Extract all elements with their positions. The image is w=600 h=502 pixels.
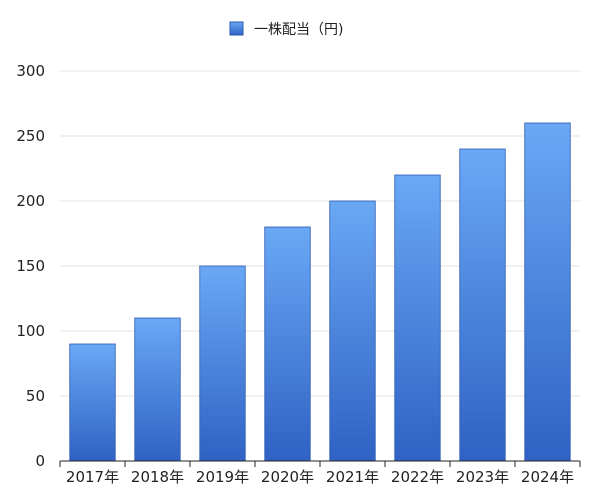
- bars: [69, 122, 571, 462]
- x-tick-label: 2019年: [196, 468, 249, 486]
- y-tick-label: 250: [16, 127, 45, 145]
- y-tick-label: 200: [16, 192, 45, 210]
- y-tick-label: 300: [16, 62, 45, 80]
- bar: [459, 148, 506, 462]
- y-tick-label: 0: [35, 452, 45, 470]
- y-tick-label: 50: [26, 387, 45, 405]
- legend-swatch: [229, 21, 244, 36]
- bar: [69, 343, 116, 462]
- x-tick-label: 2017年: [66, 468, 119, 486]
- bar: [199, 265, 246, 462]
- x-tick-label: 2021年: [326, 468, 379, 486]
- x-tick-label: 2020年: [261, 468, 314, 486]
- y-axis-ticks: 0 50 100 150 200 250 300: [16, 62, 45, 470]
- bar: [394, 174, 441, 462]
- x-tick-label: 2022年: [391, 468, 444, 486]
- bar: [524, 122, 571, 462]
- axes: [59, 460, 581, 467]
- x-tick-label: 2018年: [131, 468, 184, 486]
- bar: [264, 226, 311, 462]
- y-tick-label: 100: [16, 322, 45, 340]
- y-tick-label: 150: [16, 257, 45, 275]
- bar: [134, 317, 181, 462]
- x-axis-ticks: 2017年 2018年 2019年 2020年 2021年 2022年 2023年 2024年: [66, 468, 574, 486]
- x-tick-label: 2024年: [521, 468, 574, 486]
- x-tick-label: 2023年: [456, 468, 509, 486]
- legend: 一株配当（円): [229, 21, 343, 38]
- bar: [329, 200, 376, 462]
- legend-label: 一株配当（円): [254, 22, 343, 38]
